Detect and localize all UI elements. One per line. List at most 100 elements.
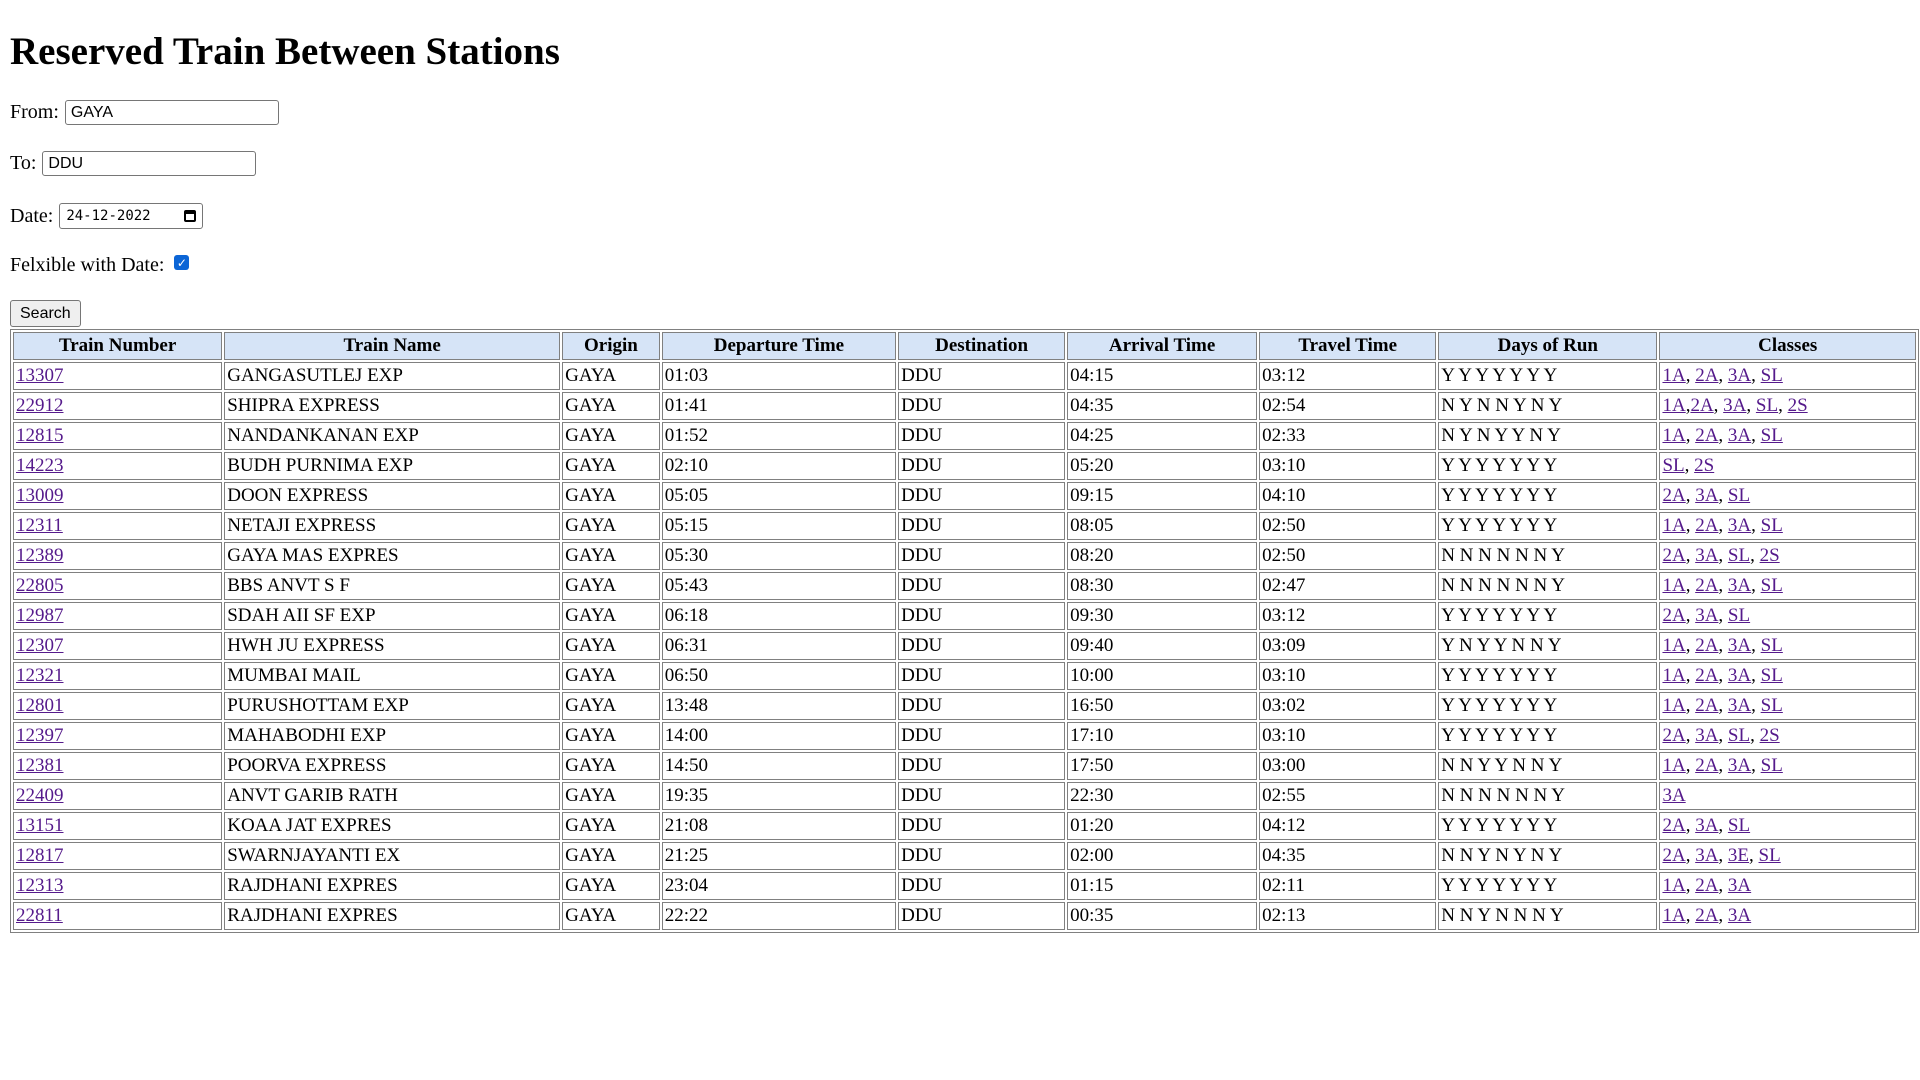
class-link[interactable]: 2A	[1662, 485, 1686, 506]
class-link[interactable]: 1A	[1662, 755, 1686, 776]
class-link[interactable]: 1A	[1662, 395, 1686, 416]
class-link[interactable]: SL	[1760, 695, 1783, 716]
train-number-link[interactable]: 14223	[16, 455, 64, 476]
class-link[interactable]: 3A	[1695, 815, 1719, 836]
class-link[interactable]: SL	[1760, 575, 1783, 596]
class-link[interactable]: 2A	[1695, 635, 1719, 656]
class-link[interactable]: 3A	[1662, 785, 1686, 806]
class-link[interactable]: 1A	[1662, 695, 1686, 716]
class-link[interactable]: 2S	[1759, 725, 1780, 746]
class-link[interactable]: 1A	[1662, 875, 1686, 896]
date-input[interactable]: 24-12-2022	[59, 203, 204, 229]
class-link[interactable]: 3A	[1695, 725, 1719, 746]
class-link[interactable]: 2A	[1695, 425, 1719, 446]
search-button[interactable]: Search	[10, 300, 81, 327]
arrival-time-cell: 08:05	[1067, 512, 1258, 540]
class-link[interactable]: 2A	[1662, 725, 1686, 746]
train-name-cell: SDAH AII SF EXP	[224, 602, 561, 630]
class-link[interactable]: 1A	[1662, 665, 1686, 686]
class-link[interactable]: 2A	[1690, 395, 1714, 416]
class-link[interactable]: 2S	[1787, 395, 1808, 416]
class-link[interactable]: SL	[1760, 515, 1783, 536]
class-link[interactable]: 2S	[1694, 455, 1715, 476]
flexible-checkbox[interactable]: ✓	[174, 255, 190, 270]
class-link[interactable]: 3A	[1695, 845, 1719, 866]
class-link[interactable]: 3A	[1727, 755, 1752, 776]
class-link[interactable]: 2A	[1662, 545, 1686, 566]
class-link[interactable]: SL	[1760, 755, 1783, 776]
class-link[interactable]: 1A	[1662, 365, 1686, 386]
class-link[interactable]: SL	[1662, 455, 1685, 476]
class-link[interactable]: 3A	[1727, 365, 1752, 386]
days-of-run-cell: Y Y Y Y Y Y Y	[1438, 722, 1658, 750]
class-link[interactable]: 2A	[1695, 905, 1719, 926]
train-number-link[interactable]: 12321	[16, 665, 64, 686]
class-link[interactable]: 3A	[1723, 395, 1747, 416]
calendar-icon[interactable]	[184, 210, 197, 222]
class-link[interactable]: SL	[1760, 365, 1783, 386]
train-number-link[interactable]: 13009	[16, 485, 64, 506]
class-link[interactable]: 3A	[1695, 545, 1719, 566]
class-link[interactable]: 2A	[1695, 695, 1719, 716]
class-link[interactable]: SL	[1727, 605, 1751, 626]
train-number-link[interactable]: 12313	[16, 875, 64, 896]
class-link[interactable]: SL	[1760, 635, 1783, 656]
class-link[interactable]: 3A	[1727, 635, 1752, 656]
class-link[interactable]: 3A	[1695, 605, 1719, 626]
class-link[interactable]: SL	[1727, 815, 1751, 836]
arrival-time-cell: 04:15	[1067, 362, 1258, 390]
class-link[interactable]: 1A	[1662, 905, 1686, 926]
train-number-link[interactable]: 13151	[16, 815, 64, 836]
class-link[interactable]: 2A	[1662, 845, 1686, 866]
train-number-link[interactable]: 22409	[16, 785, 64, 806]
class-link[interactable]: 3A	[1727, 575, 1752, 596]
train-number-link[interactable]: 12307	[16, 635, 64, 656]
class-link[interactable]: 3A	[1727, 515, 1752, 536]
class-link[interactable]: 3A	[1727, 425, 1752, 446]
train-number-link[interactable]: 12381	[16, 755, 64, 776]
class-link[interactable]: SL	[1727, 485, 1751, 506]
class-link[interactable]: SL	[1727, 545, 1751, 566]
class-link[interactable]: 1A	[1662, 575, 1686, 596]
class-link[interactable]: SL	[1727, 725, 1751, 746]
class-link[interactable]: 2A	[1662, 605, 1686, 626]
train-number-link[interactable]: 12815	[16, 425, 64, 446]
class-link[interactable]: SL	[1760, 425, 1783, 446]
class-link[interactable]: SL	[1760, 665, 1783, 686]
train-number-link[interactable]: 12987	[16, 605, 64, 626]
train-number-link[interactable]: 22805	[16, 575, 64, 596]
class-link[interactable]: 3A	[1727, 695, 1752, 716]
from-input[interactable]	[64, 100, 279, 125]
origin-cell: GAYA	[562, 572, 660, 600]
class-link[interactable]: 2A	[1695, 755, 1719, 776]
to-input[interactable]	[42, 151, 257, 176]
class-link[interactable]: 1A	[1662, 425, 1686, 446]
train-number-link[interactable]: 12397	[16, 725, 64, 746]
train-number-link[interactable]: 12389	[16, 545, 64, 566]
class-link[interactable]: 3A	[1727, 665, 1752, 686]
class-link[interactable]: SL	[1758, 845, 1781, 866]
train-number-link[interactable]: 22912	[16, 395, 64, 416]
class-link[interactable]: 2A	[1695, 575, 1719, 596]
class-link[interactable]: 3A	[1695, 485, 1719, 506]
train-number-link[interactable]: 12801	[16, 695, 64, 716]
class-link[interactable]: 3A	[1727, 905, 1752, 926]
train-number-link[interactable]: 22811	[16, 905, 63, 926]
class-link[interactable]: 3A	[1727, 875, 1752, 896]
class-link[interactable]: 2A	[1695, 875, 1719, 896]
train-number-link[interactable]: 13307	[16, 365, 64, 386]
class-link[interactable]: 2S	[1759, 545, 1780, 566]
class-link[interactable]: 3E	[1727, 845, 1750, 866]
class-link[interactable]: 2A	[1695, 365, 1719, 386]
class-link[interactable]: 2A	[1695, 665, 1719, 686]
column-header: Train Name	[224, 332, 561, 360]
class-link[interactable]: SL	[1755, 395, 1779, 416]
origin-cell: GAYA	[562, 482, 660, 510]
train-number-link[interactable]: 12311	[16, 515, 63, 536]
train-number-link[interactable]: 12817	[16, 845, 64, 866]
class-link[interactable]: 2A	[1662, 815, 1686, 836]
class-link[interactable]: 1A	[1662, 635, 1686, 656]
column-header: Departure Time	[661, 332, 897, 360]
class-link[interactable]: 1A	[1662, 515, 1686, 536]
class-link[interactable]: 2A	[1695, 515, 1719, 536]
